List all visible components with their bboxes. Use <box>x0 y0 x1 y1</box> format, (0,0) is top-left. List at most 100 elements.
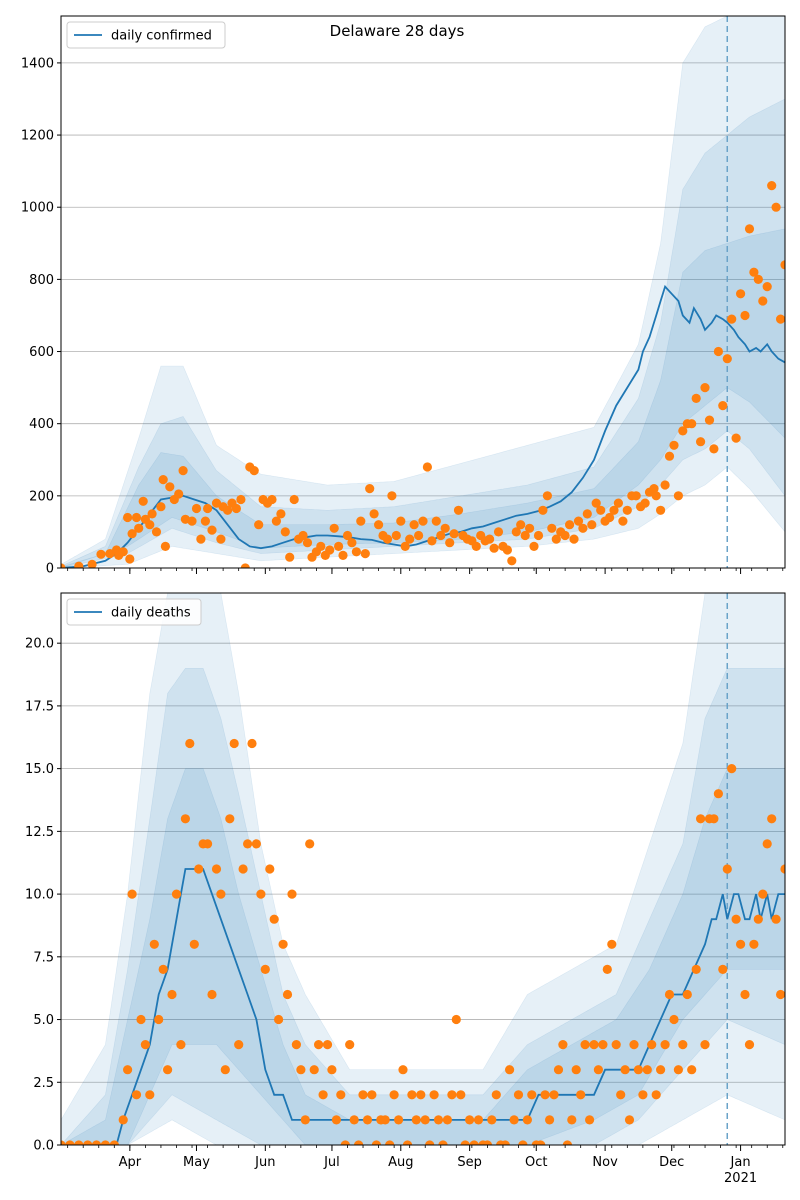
legend: daily deaths <box>66 598 202 626</box>
data-point <box>382 534 393 544</box>
data-point <box>505 1065 515 1075</box>
data-point <box>385 1140 395 1145</box>
data-point <box>207 525 217 535</box>
data-point <box>145 1090 155 1100</box>
x-tick-label: May <box>183 1155 210 1170</box>
data-point <box>749 267 759 277</box>
data-point <box>593 1065 604 1075</box>
data-point <box>651 1090 661 1100</box>
data-point <box>622 505 632 515</box>
data-point <box>149 939 159 949</box>
data-point <box>562 1140 572 1145</box>
data-point <box>400 541 410 552</box>
data-point <box>196 534 206 544</box>
data-point <box>673 1065 684 1075</box>
data-point <box>280 527 290 537</box>
x-tick-label: Jul <box>323 1155 340 1170</box>
data-point <box>551 534 561 544</box>
data-point <box>664 989 675 1000</box>
legend-label: daily deaths <box>111 606 191 621</box>
data-point <box>727 314 737 324</box>
data-point <box>371 1140 381 1145</box>
data-point <box>456 1090 466 1100</box>
data-point <box>582 509 592 519</box>
data-point <box>638 1090 648 1100</box>
legend-box <box>66 21 226 49</box>
data-point <box>178 466 188 476</box>
data-point <box>527 1090 537 1100</box>
x-tick-label: Oct <box>525 1155 547 1170</box>
data-point <box>327 1065 337 1075</box>
data-point <box>696 814 706 824</box>
data-point <box>607 939 617 949</box>
data-point <box>329 523 339 533</box>
data-point <box>291 1040 301 1050</box>
data-point <box>602 964 612 975</box>
data-point <box>389 1090 399 1100</box>
data-point <box>318 1090 328 1100</box>
data-point <box>411 1115 421 1125</box>
data-point <box>709 814 719 824</box>
uncertainty-band-1 <box>61 16 785 568</box>
data-point <box>687 419 697 429</box>
data-point <box>780 864 785 874</box>
data-point <box>513 1090 524 1100</box>
data-point <box>229 738 239 749</box>
data-point <box>100 1140 110 1145</box>
data-point <box>265 864 275 874</box>
data-point <box>576 1090 586 1100</box>
data-point <box>718 401 728 411</box>
data-point <box>420 1115 430 1125</box>
data-point <box>553 1065 564 1075</box>
data-point <box>220 1065 230 1075</box>
y-tick-label: 0.0 <box>33 1139 54 1154</box>
data-point <box>709 444 719 454</box>
data-point <box>160 541 170 552</box>
data-point <box>700 383 710 393</box>
data-point <box>749 939 759 949</box>
data-point <box>696 437 706 447</box>
data-point <box>440 523 450 533</box>
data-point <box>485 534 495 544</box>
data-point <box>171 889 182 899</box>
confirmed-chart-panel: Delaware 28 days 0 200 400 600 800 1000 1200 14… <box>21 15 786 577</box>
data-point <box>278 939 288 949</box>
data-point <box>518 1140 528 1145</box>
data-point <box>624 1115 635 1125</box>
y-tick-label: 0 <box>46 562 54 577</box>
data-point <box>156 502 166 512</box>
data-point <box>123 1065 133 1075</box>
data-point <box>578 523 588 533</box>
data-point <box>140 1040 150 1050</box>
data-point <box>567 1115 577 1125</box>
data-point <box>473 1115 484 1125</box>
data-point <box>358 1090 368 1100</box>
uncertainty-band-3 <box>61 228 785 568</box>
data-point <box>609 505 619 515</box>
data-point <box>367 1090 377 1100</box>
data-point <box>176 1040 186 1050</box>
data-point <box>673 491 684 501</box>
data-point <box>669 1014 679 1025</box>
data-point <box>569 534 579 544</box>
data-point <box>780 260 785 270</box>
data-point <box>207 989 217 1000</box>
series-line <box>61 284 785 568</box>
data-point <box>211 864 222 874</box>
data-point <box>425 1140 435 1145</box>
data-point <box>507 556 517 566</box>
data-point <box>740 989 750 1000</box>
data-point <box>409 520 419 530</box>
x-tick-label: Apr <box>119 1155 142 1170</box>
uncertainty-band-2 <box>61 667 785 1145</box>
data-point <box>771 202 781 212</box>
data-point <box>536 1140 546 1145</box>
data-point <box>416 1090 426 1100</box>
uncertainty-band-2 <box>61 98 785 568</box>
data-point <box>502 545 512 555</box>
data-point <box>722 864 732 874</box>
data-point <box>687 1065 697 1075</box>
data-point <box>529 541 539 552</box>
data-point <box>522 1115 533 1125</box>
data-point <box>407 1090 417 1100</box>
